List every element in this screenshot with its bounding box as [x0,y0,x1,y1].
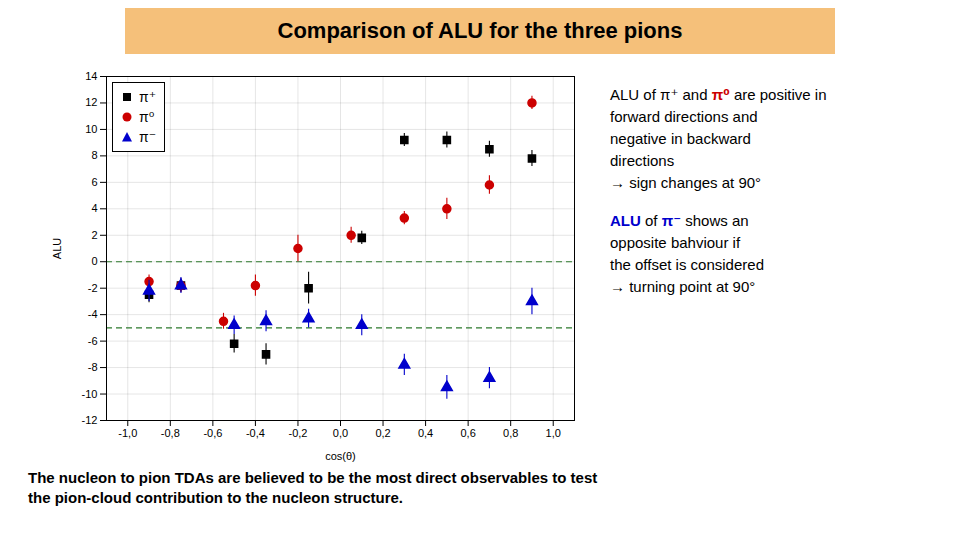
svg-text:cos(θ): cos(θ) [325,450,356,462]
svg-text:-1,0: -1,0 [118,427,137,439]
svg-text:14: 14 [85,70,97,82]
svg-text:2: 2 [91,229,97,241]
svg-text:-0,6: -0,6 [203,427,222,439]
html-text:negative in backward: negative in backward [610,130,751,147]
svg-text:0,8: 0,8 [503,427,518,439]
svg-text:10: 10 [85,123,97,135]
html-text:directions: directions [610,152,675,169]
html-text:→ sign changes at 90°: → sign changes at 90° [610,174,762,191]
html-text:π⁰: π⁰ [139,109,155,125]
html-text:π⁻: π⁻ [139,129,157,145]
html-text:ALU of π⁻ shows an: ALU of π⁻ shows an [610,212,749,229]
svg-text:0,2: 0,2 [375,427,390,439]
html-text:The nucleon to pion TDAs are b: The nucleon to pion TDAs are believed to… [28,469,598,486]
svg-text:0,4: 0,4 [418,427,433,439]
svg-text:8: 8 [91,149,97,161]
html-text:π⁺: π⁺ [139,89,157,105]
html-text:ALU of π⁺ and π⁰ are positive: ALU of π⁺ and π⁰ are positive in [610,86,827,103]
html-text:opposite bahviour if: opposite bahviour if [610,234,741,251]
svg-text:1,0: 1,0 [546,427,561,439]
html-text:forward directions and: forward directions and [610,108,758,125]
svg-text:-0,4: -0,4 [246,427,265,439]
svg-text:0,0: 0,0 [333,427,348,439]
svg-text:0: 0 [91,255,97,267]
svg-text:-4: -4 [88,308,98,320]
svg-text:-10: -10 [82,388,98,400]
svg-text:4: 4 [91,202,97,214]
svg-text:-8: -8 [88,361,98,373]
svg-text:-12: -12 [82,414,98,426]
svg-text:0,6: 0,6 [460,427,475,439]
svg-text:-2: -2 [88,282,98,294]
svg-text:-6: -6 [88,335,98,347]
html-text:the offset is considered: the offset is considered [610,256,764,273]
svg-text:-0,2: -0,2 [288,427,307,439]
svg-text:-0,8: -0,8 [161,427,180,439]
svg-text:6: 6 [91,176,97,188]
html-text:Comparison of ALU for the thre: Comparison of ALU for the three pions [277,18,683,43]
svg-text:ALU: ALU [51,238,63,259]
html-text:the pion-cloud contribution to: the pion-cloud contribution to the nucle… [28,489,403,506]
svg-text:12: 12 [85,96,97,108]
html-text:→ turning point at 90°: → turning point at 90° [610,278,756,295]
